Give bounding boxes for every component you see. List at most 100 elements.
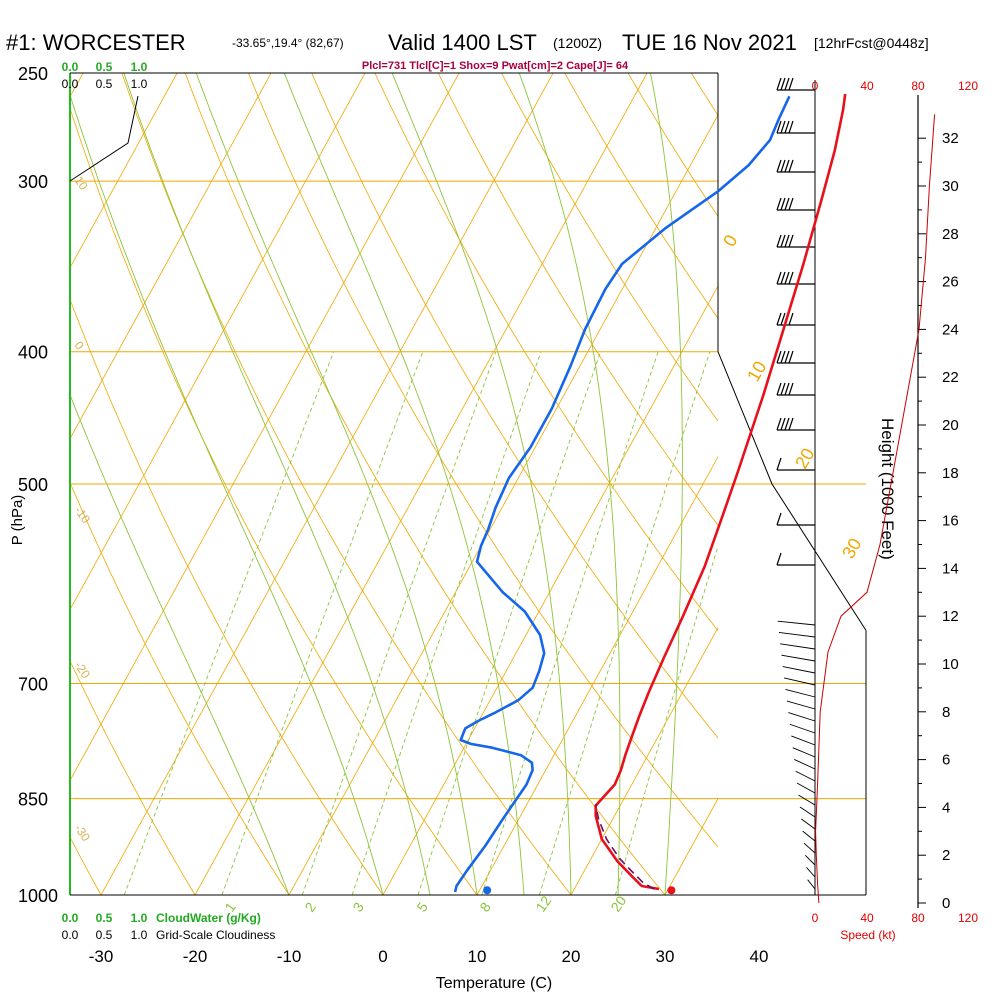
- cloudiness-tick-bottom: 1.0: [131, 928, 148, 942]
- pressure-tick-label: 1000: [18, 886, 58, 906]
- temperature-tick-label: 40: [750, 947, 769, 966]
- dry-adiabat-label: 10: [72, 174, 91, 193]
- cloudwater-tick-bottom: 1.0: [131, 911, 148, 925]
- height-tick-label: 18: [942, 465, 959, 482]
- moist-adiabat-line: [195, 73, 478, 895]
- moist-adiabat-line: [70, 393, 290, 895]
- isotherm-line: [853, 73, 1000, 895]
- dry-adiabat-grid: [70, 49, 1000, 924]
- height-tick-label: 24: [942, 321, 959, 338]
- temperature-tick-label: 10: [468, 947, 487, 966]
- isobar-grid: [70, 73, 866, 895]
- temperature-tick-label: -20: [183, 947, 208, 966]
- dry-adiabat-label: -20: [72, 659, 94, 682]
- mixing-ratio-label: 3: [349, 899, 367, 915]
- wind-barb-shaft: [795, 770, 816, 782]
- dry-adiabat-line: [184, 73, 666, 895]
- dry-adiabat-line: [374, 73, 718, 632]
- moist-adiabat-grid: [70, 73, 683, 895]
- wind-barb-flag: [780, 120, 786, 134]
- wind-barb-shaft: [781, 654, 816, 662]
- cloudiness-tick-bottom: 0.0: [62, 928, 79, 942]
- height-tick-label: 28: [942, 226, 959, 243]
- pressure-axis-label: P (hPa): [9, 495, 26, 546]
- dry-adiabat-line: [70, 298, 384, 895]
- cloudiness-tick-top: 0.0: [62, 77, 79, 91]
- wind-speed-tick-top: 120: [958, 79, 978, 93]
- wind-barb-flag: [776, 552, 782, 566]
- height-tick-label: 8: [942, 704, 950, 721]
- dry-adiabat-line: [564, 73, 718, 319]
- cloudiness-tick-top: 1.0: [131, 77, 148, 91]
- mixing-ratio-label: 12: [532, 893, 554, 915]
- height-tick-label: 0: [942, 895, 950, 912]
- cloudiness-profile: [69, 95, 139, 182]
- pressure-tick-label: 250: [18, 64, 48, 84]
- dry-adiabat-line: [927, 49, 1000, 924]
- wind-barb-flag: [776, 77, 782, 91]
- dry-adiabat-line: [70, 481, 290, 895]
- utc-time: (1200Z): [553, 35, 602, 51]
- forecast-date: TUE 16 Nov 2021: [622, 30, 797, 55]
- temperature-line: [594, 93, 847, 891]
- pressure-tick-label: 700: [18, 675, 48, 695]
- moist-adiabat-line: [518, 73, 621, 895]
- wind-barb-shaft: [806, 867, 816, 878]
- cloudwater-tick-top: 0.0: [62, 60, 79, 74]
- cloudwater-tick-bottom: 0.5: [96, 911, 113, 925]
- wind-barb-flag: [780, 234, 786, 248]
- wind-barb-flag: [784, 159, 790, 173]
- height-tick-label: 20: [942, 417, 959, 434]
- wind-barb-flag: [776, 312, 782, 326]
- dry-adiabat-line: [989, 49, 1000, 924]
- wind-barb-shaft: [794, 759, 816, 770]
- isotherm-label: 30: [838, 535, 865, 562]
- height-tick-label: 26: [942, 274, 959, 291]
- wind-barb-flag: [776, 457, 782, 471]
- dry-adiabat-label: -10: [72, 504, 94, 527]
- mixing-ratio-line: [614, 544, 718, 895]
- mixing-ratio-line: [481, 351, 659, 895]
- height-tick-label: 16: [942, 513, 959, 530]
- wind-barb-flag: [788, 77, 794, 91]
- temperature-tick-label: -30: [89, 947, 114, 966]
- station-title: #1: WORCESTER: [6, 30, 186, 55]
- wind-barb-flag: [780, 312, 786, 326]
- wind-barb-flag: [788, 271, 794, 285]
- wind-barb-shaft: [778, 632, 816, 638]
- pressure-tick-label: 400: [18, 343, 48, 363]
- temperature-axis-label: Temperature (C): [436, 975, 552, 992]
- wind-barb-flag: [788, 417, 794, 431]
- height-tick-label: 2: [942, 847, 950, 864]
- wind-speed-tick-top: 40: [860, 79, 874, 93]
- indices-line: Plcl=731 Tlcl[C]=1 Shox=9 Pwat[cm]=2 Cap…: [362, 60, 629, 72]
- wind-barb-flag: [776, 271, 782, 285]
- pressure-tick-label: 500: [18, 475, 48, 495]
- wind-barb-shaft: [792, 747, 816, 758]
- isotherm-label: 20: [791, 445, 818, 472]
- wind-barb-shaft: [785, 689, 816, 698]
- dry-adiabat-line: [501, 73, 718, 422]
- wind-speed-tick-bottom: 0: [812, 911, 819, 925]
- dry-adiabat-line: [70, 836, 102, 895]
- mixing-ratio-label: 20: [607, 893, 629, 915]
- wind-barb-flag: [780, 271, 786, 285]
- cloudiness-tick-bottom: 0.5: [96, 928, 113, 942]
- cloudwater-label: CloudWater (g/Kg): [156, 911, 261, 925]
- wind-barb-flag: [784, 234, 790, 248]
- isotherm-line: [70, 73, 178, 269]
- height-tick-label: 32: [942, 130, 959, 147]
- wind-barb-shaft: [796, 782, 816, 794]
- dry-adiabat-line: [311, 73, 718, 739]
- isotherm-label: 0: [719, 231, 741, 250]
- wind-barb-shaft: [799, 806, 816, 818]
- wind-barb-flag: [784, 382, 790, 396]
- wind-barb-flag: [776, 120, 782, 134]
- wind-barb-flag: [788, 120, 794, 134]
- wind-barb-flag: [784, 350, 790, 364]
- wind-barb-flag: [780, 417, 786, 431]
- wind-barb-flag: [776, 234, 782, 248]
- wind-barb-flag: [776, 512, 782, 526]
- wind-barb-flag: [776, 382, 782, 396]
